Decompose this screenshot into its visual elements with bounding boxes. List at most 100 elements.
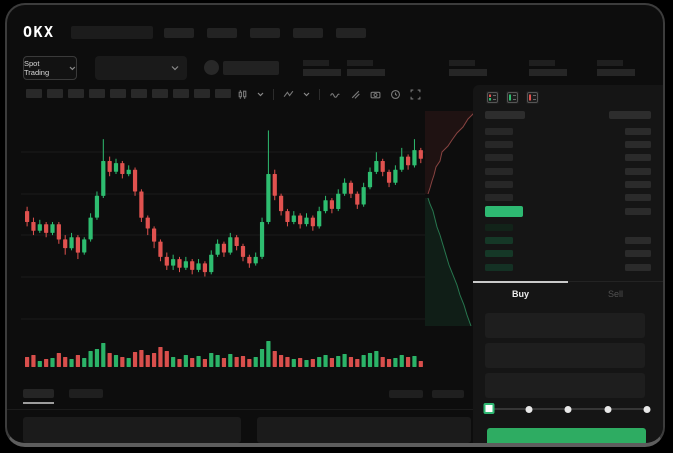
interval-button-10[interactable] (215, 89, 231, 98)
bottom-control-block[interactable] (389, 390, 423, 398)
order-field-1[interactable] (485, 313, 645, 338)
volume-bar (285, 357, 290, 367)
bottom-tab-inactive[interactable] (69, 389, 103, 398)
volume-bar (88, 351, 93, 367)
nav-item-5[interactable] (336, 28, 366, 38)
bid-amount-bar (625, 263, 651, 271)
tab-buy[interactable]: Buy (511, 289, 529, 299)
orderbook-mid-row[interactable] (485, 204, 651, 218)
okx-logo[interactable]: OKX (23, 23, 55, 41)
nav-search-placeholder[interactable] (71, 26, 153, 39)
candle-body (120, 163, 125, 174)
chevron-down-icon[interactable] (257, 92, 264, 97)
line-style-icon[interactable] (283, 89, 294, 100)
market-type-selector[interactable]: Spot Trading (23, 56, 77, 80)
nav-item-3[interactable] (250, 28, 280, 38)
interval-button-5[interactable] (110, 89, 126, 98)
interval-button-4[interactable] (89, 89, 105, 98)
volume-bar (336, 356, 341, 367)
candle-body (75, 237, 80, 253)
market-stats (303, 60, 635, 76)
interval-button-2[interactable] (47, 89, 63, 98)
bottom-tab-active[interactable] (23, 389, 54, 398)
bid-row-1[interactable] (485, 221, 651, 234)
volume-bar (152, 353, 157, 367)
ask-row-4[interactable] (485, 165, 651, 178)
slider-stop-25pct[interactable] (525, 405, 532, 413)
candle-style-icon[interactable] (237, 89, 248, 100)
slider-stop-75pct[interactable] (604, 405, 611, 413)
candle-body (399, 156, 404, 170)
interval-button-9[interactable] (194, 89, 210, 98)
candle-body (310, 217, 315, 227)
trade-tabs: Buy Sell (473, 281, 663, 306)
candle-body (393, 169, 398, 183)
volume-bar (329, 358, 334, 367)
draw-icon[interactable] (350, 89, 361, 100)
book-both-icon[interactable] (486, 91, 499, 104)
market-stat-5 (597, 60, 635, 76)
ask-price-bar (485, 180, 513, 188)
candle-body (177, 259, 182, 268)
volume-bar (158, 347, 163, 367)
candle-body (367, 171, 373, 188)
nav-item-4[interactable] (293, 28, 323, 38)
ask-row-6[interactable] (485, 191, 651, 204)
timer-icon[interactable] (390, 89, 401, 100)
stat-label-bar (597, 60, 623, 66)
nav-item-1[interactable] (164, 28, 194, 38)
candle-body (202, 263, 207, 273)
orderbook-view-toggles (486, 91, 539, 104)
slider-stop-50pct[interactable] (564, 405, 572, 413)
tab-sell[interactable]: Sell (607, 289, 623, 299)
ask-row-3[interactable] (485, 151, 651, 164)
bid-row-4[interactable] (485, 261, 651, 274)
volume-bar (361, 355, 366, 367)
slider-stop-100pct[interactable] (643, 405, 651, 413)
volume-bar (164, 351, 169, 367)
candle-body (234, 237, 239, 246)
candle-body (259, 222, 265, 257)
chevron-down-icon (171, 66, 179, 71)
toolbar-divider (273, 88, 274, 100)
ask-row-2[interactable] (485, 138, 651, 151)
bottom-control-block[interactable] (432, 390, 464, 398)
candle-body (298, 215, 303, 225)
volume-bar (234, 357, 239, 367)
nav-item-2[interactable] (207, 28, 237, 38)
order-field-3[interactable] (485, 373, 645, 398)
camera-icon[interactable] (370, 89, 381, 100)
volume-bar (317, 357, 322, 367)
volume-bar (374, 351, 379, 367)
book-asks-icon[interactable] (526, 91, 539, 104)
volume-bar (380, 357, 385, 367)
fullscreen-icon[interactable] (410, 89, 421, 100)
ask-row-5[interactable] (485, 178, 651, 191)
slider-stop-0pct[interactable] (483, 403, 495, 414)
interval-button-6[interactable] (131, 89, 147, 98)
candle-body (329, 200, 334, 209)
interval-button-1[interactable] (26, 89, 42, 98)
ask-amount-bar (625, 154, 651, 162)
bottom-panel-right (257, 417, 471, 443)
candle-body (266, 174, 271, 222)
volume-bar (367, 353, 373, 367)
interval-button-3[interactable] (68, 89, 84, 98)
amount-slider[interactable] (483, 403, 651, 415)
compare-wave-icon[interactable] (329, 89, 341, 100)
interval-button-7[interactable] (152, 89, 168, 98)
bid-row-3[interactable] (485, 247, 651, 260)
bid-row-2[interactable] (485, 234, 651, 247)
volume-bar (101, 343, 106, 367)
order-field-2[interactable] (485, 343, 645, 368)
chart-canvas[interactable] (21, 105, 479, 371)
candle-body (69, 237, 74, 249)
interval-button-8[interactable] (173, 89, 189, 98)
book-bids-icon[interactable] (506, 91, 519, 104)
volume-bar (107, 353, 112, 367)
ask-row-1[interactable] (485, 125, 651, 138)
chevron-down-icon[interactable] (303, 92, 310, 97)
volume-bar (120, 357, 125, 367)
pair-dropdown[interactable] (95, 56, 187, 80)
buy-submit-button[interactable] (487, 428, 646, 443)
